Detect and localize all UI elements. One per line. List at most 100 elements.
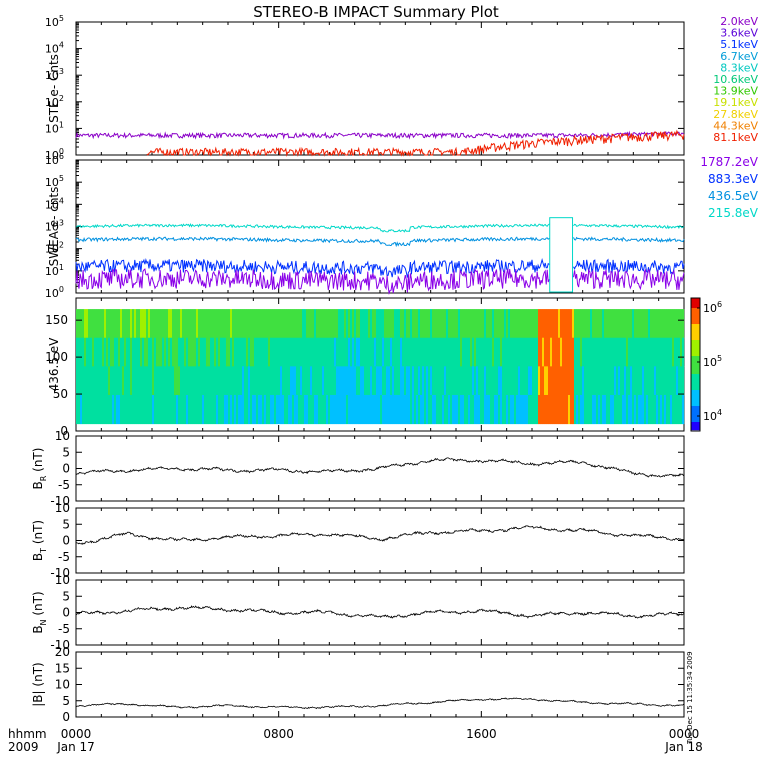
br-panel: -10 -5 0 5 10 BR (nT): [31, 429, 685, 508]
spectrogram-cell: [158, 394, 161, 425]
spectrogram-cell: [590, 366, 593, 396]
spectrogram-cell: [166, 366, 169, 396]
spectrogram-cell: [404, 337, 407, 367]
spectrogram-cell: [442, 309, 445, 339]
spectrogram-cell: [152, 309, 155, 339]
colorbar-band: [691, 300, 700, 303]
spectrogram-cell: [200, 394, 203, 425]
spectrogram-cell: [180, 394, 183, 425]
spectrogram-cell: [164, 337, 167, 367]
colorbar-band: [691, 344, 700, 347]
spectrogram-cell: [324, 366, 327, 396]
spectrogram-cell: [276, 337, 279, 367]
spectrogram-cell: [88, 309, 91, 339]
x-tick-date: Jan 18: [664, 740, 703, 754]
spectrogram-cell: [450, 366, 453, 396]
spectrogram-cell: [482, 366, 485, 396]
spectrogram-cell: [316, 309, 319, 339]
legend-entry: 436.5eV: [708, 189, 759, 203]
spectrogram-cell: [582, 394, 585, 425]
spectrogram-cell: [286, 337, 289, 367]
spectrogram-cell: [364, 366, 367, 396]
spectrogram-cell: [394, 337, 397, 367]
spectrogram-cell: [536, 337, 539, 367]
spectrogram-cell: [606, 394, 609, 425]
spectrogram-cell: [622, 366, 625, 396]
spectrogram-cell: [270, 394, 273, 425]
y-tick-exponent: 5: [59, 174, 64, 183]
spectrogram-cell: [638, 337, 641, 367]
colorbar-band: [691, 310, 700, 313]
spectrogram-cell: [182, 366, 185, 396]
spectrogram-cell: [102, 366, 105, 396]
y-tick-label: 103: [45, 219, 64, 234]
spectrogram-cell: [636, 309, 639, 339]
spectrogram-cell: [402, 394, 405, 425]
spectrogram-cell: [492, 394, 495, 425]
spectrogram-cell: [532, 366, 535, 396]
spectrogram-cell: [92, 309, 95, 339]
spectrogram-cell: [352, 394, 355, 425]
spectrogram-cell: [636, 394, 639, 425]
spectrogram-cell: [352, 337, 355, 367]
spectrogram-cell: [664, 394, 667, 425]
spectrogram-cell: [372, 366, 375, 396]
spectrogram-cell: [82, 394, 85, 425]
spectrogram-cell: [350, 366, 353, 396]
spectrogram-cell: [92, 337, 95, 367]
spectrogram-cell: [604, 309, 607, 339]
colorbar-band: [691, 312, 700, 315]
spectrogram-cell: [396, 309, 399, 339]
spectrogram-cell: [426, 309, 429, 339]
spectrogram-cell: [662, 309, 665, 339]
spectrogram-cell: [672, 337, 675, 367]
spectrogram-cell: [516, 337, 519, 367]
spectrogram-cell: [236, 394, 239, 425]
y-tick-label: 106: [45, 152, 64, 167]
colorbar-band: [691, 392, 700, 395]
spectrogram-cell: [138, 337, 141, 367]
spectrogram-cell: [612, 337, 615, 367]
y-tick-label: 10: [55, 573, 70, 587]
spectrogram-cell: [664, 366, 667, 396]
spectrogram-cell: [582, 337, 585, 367]
legend-entry: 215.8eV: [708, 206, 759, 220]
spectrogram-cell: [626, 394, 629, 425]
spectrogram-cell: [668, 309, 671, 339]
y-tick-label: 50: [53, 387, 68, 401]
spectrogram-cell: [116, 337, 119, 367]
colorbar-band: [691, 332, 700, 335]
spectrogram-cell: [512, 337, 515, 367]
spectrogram-cell: [172, 366, 175, 396]
spectrogram-cell: [154, 309, 157, 339]
spectrogram-cell: [442, 394, 445, 425]
spectrogram-cell: [134, 309, 137, 339]
spectrogram-cell: [278, 309, 281, 339]
spectrogram-cell: [306, 309, 309, 339]
spectrogram-cell: [292, 337, 295, 367]
spectrogram-cell: [542, 366, 545, 396]
spectrogram-cell: [90, 309, 93, 339]
spectrogram-cell: [324, 394, 327, 425]
colorbar-band: [691, 428, 700, 431]
spectrogram-cell: [290, 366, 293, 396]
spectrogram-cell: [372, 394, 375, 425]
spectrogram-cell: [564, 394, 567, 425]
spectrogram-cell: [228, 309, 231, 339]
spectrogram-cell: [418, 366, 421, 396]
spectrogram-cell: [396, 394, 399, 425]
spectrogram-cell: [674, 309, 677, 339]
spectrogram-cell: [148, 337, 151, 367]
spectrogram-cell: [154, 394, 157, 425]
spectrogram-cell: [402, 366, 405, 396]
spectrogram-cell: [122, 309, 125, 339]
spectrogram-cell: [556, 394, 559, 425]
y-tick-exponent: 3: [59, 67, 64, 76]
spectrogram-cell: [388, 366, 391, 396]
spectrogram-cell: [254, 366, 257, 396]
spectrogram-cell: [332, 366, 335, 396]
spectrogram-cell: [262, 309, 265, 339]
spectrogram-cell: [384, 394, 387, 425]
colorbar-band: [691, 388, 700, 391]
spectrogram-cell: [474, 366, 477, 396]
